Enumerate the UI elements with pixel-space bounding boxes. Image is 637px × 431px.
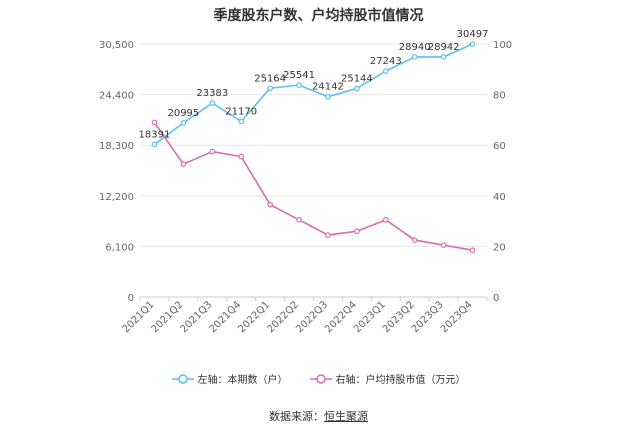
data-label: 25541 xyxy=(283,70,315,81)
avg-value-point xyxy=(411,237,418,243)
avg-value-point xyxy=(151,119,158,126)
legend: 左轴：本期数（户） 右轴：户均持股市值（万元） xyxy=(0,371,637,386)
households-point xyxy=(209,100,216,106)
data-label: 21170 xyxy=(225,106,257,117)
right-tick-label: 20 xyxy=(493,242,506,253)
households-point xyxy=(238,118,245,125)
left-tick-label: 0 xyxy=(128,293,134,304)
source-note: 数据来源：恒生聚源 xyxy=(0,408,637,424)
data-label: 25144 xyxy=(341,73,373,84)
data-label-layer: 18391 20995 23383 21170 25164255412414225144… xyxy=(139,29,489,140)
households-point xyxy=(296,82,302,88)
avg-value-point xyxy=(440,242,447,248)
households-point xyxy=(411,54,418,60)
source-link[interactable]: 恒生聚源 xyxy=(324,410,368,423)
right-tick-label: 100 xyxy=(493,40,512,51)
legend-item-avg-value[interactable]: 右轴：户均持股市值（万元） xyxy=(309,371,466,386)
data-label: 20995 xyxy=(167,108,199,119)
right-tick-label: 80 xyxy=(493,91,506,102)
blue-line-marker-icon xyxy=(171,373,194,384)
households-point xyxy=(469,41,476,47)
avg-value-point xyxy=(354,228,360,235)
legend-item-households[interactable]: 左轴：本期数（户） xyxy=(171,371,288,386)
avg-value-line xyxy=(153,121,473,251)
avg-value-point xyxy=(180,161,187,167)
avg-value-point xyxy=(382,217,389,223)
households-point xyxy=(325,93,331,100)
avg-value-point xyxy=(296,217,302,223)
households-point xyxy=(151,141,158,148)
series-layer xyxy=(151,41,476,253)
avg-value-point xyxy=(267,201,273,208)
data-label: 30497 xyxy=(457,29,489,40)
right-tick-label: 0 xyxy=(493,293,499,304)
pink-line-marker-icon xyxy=(309,373,332,384)
left-tick-label: 30,500 xyxy=(99,40,134,51)
avg-value-point xyxy=(209,148,216,155)
left-tick-label: 24,400 xyxy=(99,91,134,102)
data-label: 25164 xyxy=(254,73,286,84)
source-prefix: 数据来源： xyxy=(269,410,324,423)
x-tick-label: 2023Q4 xyxy=(439,299,475,335)
households-point xyxy=(354,85,360,92)
right-tick-label: 60 xyxy=(493,141,506,152)
data-label: 24142 xyxy=(312,82,344,93)
households-line xyxy=(153,43,473,146)
data-label: 28940 xyxy=(399,42,431,53)
households-point xyxy=(382,68,389,74)
left-tick-label: 12,200 xyxy=(99,192,134,203)
avg-value-point xyxy=(469,247,476,253)
left-tick-label: 18,300 xyxy=(99,141,134,152)
data-label: 27243 xyxy=(370,56,402,67)
axis-layer: 0 0 6,100 20 12,200 40 18,300 60 24,400 80 30,500 1… xyxy=(99,40,512,335)
data-label: 18391 xyxy=(139,129,171,140)
data-label: 23383 xyxy=(196,88,228,99)
data-label: 28942 xyxy=(428,42,460,53)
avg-value-point xyxy=(325,232,331,238)
legend-label-avg-value: 右轴：户均持股市值（万元） xyxy=(335,375,466,386)
households-point xyxy=(267,85,273,92)
households-point xyxy=(440,54,447,60)
households-point xyxy=(180,120,187,126)
right-tick-label: 40 xyxy=(493,192,506,203)
avg-value-point xyxy=(238,153,245,160)
left-tick-label: 6,100 xyxy=(105,242,134,253)
legend-label-households: 左轴：本期数（户） xyxy=(197,375,288,386)
chart-title: 季度股东户数、户均持股市值情况 xyxy=(213,8,424,24)
